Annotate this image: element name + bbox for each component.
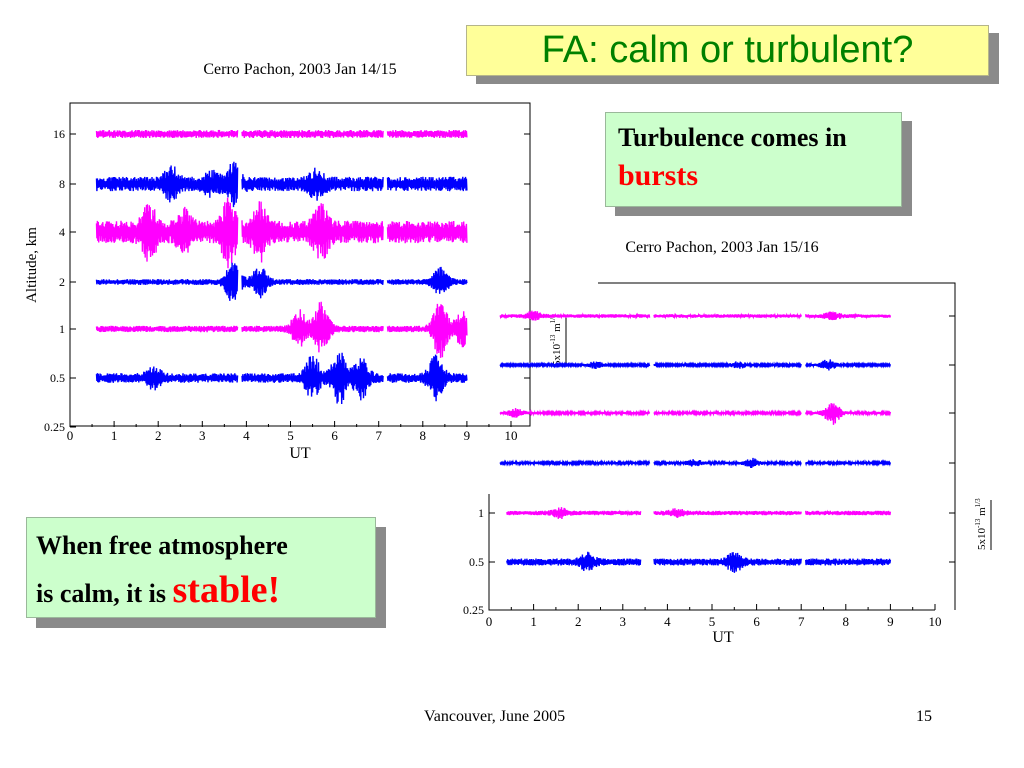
callout-bursts-text: Turbulence comes in xyxy=(618,123,847,152)
turbulence-trace xyxy=(805,509,892,516)
y-tick-label: 0.25 xyxy=(463,603,484,617)
x-tick-label: 2 xyxy=(155,428,162,443)
turbulence-trace xyxy=(95,161,239,208)
y-tick-label: 0.5 xyxy=(50,371,65,385)
chart2-scale-bar-upper: 5x10-13 m1/3 xyxy=(549,314,563,366)
x-tick-label: 3 xyxy=(620,614,627,629)
x-tick-label: 5 xyxy=(287,428,294,443)
chart1-plot-area xyxy=(69,102,531,427)
slide-title: FA: calm or turbulent? xyxy=(466,25,989,76)
x-tick-label: 6 xyxy=(753,614,760,629)
chart2-traces xyxy=(499,310,892,573)
turbulence-trace xyxy=(506,507,642,520)
x-tick-label: 7 xyxy=(375,428,382,443)
x-tick-label: 9 xyxy=(887,614,894,629)
turbulence-trace xyxy=(386,176,468,192)
svg-text:5x10-13 m1/3: 5x10-13 m1/3 xyxy=(549,314,563,366)
callout-stable-line2: is calm, it is stable! xyxy=(36,568,375,616)
turbulence-trace xyxy=(805,403,892,425)
callout-stable-line1: When free atmosphere xyxy=(36,531,288,560)
y-tick-label: 8 xyxy=(59,177,65,191)
callout-stable: When free atmosphere is calm, it is stab… xyxy=(26,517,376,618)
page-number: 15 xyxy=(916,708,932,725)
y-tick-label: 0.25 xyxy=(44,420,65,434)
chart2-title: Cerro Pachon, 2003 Jan 15/16 xyxy=(625,239,818,256)
x-tick-label: 0 xyxy=(67,428,74,443)
x-tick-label: 5 xyxy=(709,614,716,629)
y-tick-label: 1 xyxy=(59,322,65,336)
turbulence-trace xyxy=(241,201,384,263)
x-tick-label: 4 xyxy=(243,428,250,443)
chart1-title: Cerro Pachon, 2003 Jan 14/15 xyxy=(203,61,396,78)
callout-stable-line2-text: is calm, it is xyxy=(36,579,166,608)
y-tick-label: 4 xyxy=(59,225,65,239)
x-tick-label: 2 xyxy=(575,614,582,629)
x-tick-label: 1 xyxy=(111,428,118,443)
y-tick-label: 16 xyxy=(53,127,65,141)
turbulence-trace xyxy=(805,558,892,566)
x-tick-label: 1 xyxy=(530,614,537,629)
turbulence-trace xyxy=(653,508,802,518)
turbulence-trace xyxy=(805,311,892,321)
x-tick-label: 7 xyxy=(798,614,805,629)
y-tick-label: 2 xyxy=(59,275,65,289)
y-tick-label: 1 xyxy=(478,506,484,520)
y-tick-label: 0.5 xyxy=(469,555,484,569)
x-tick-label: 4 xyxy=(664,614,671,629)
x-tick-label: 0 xyxy=(486,614,493,629)
footer-left: Vancouver, June 2005 xyxy=(424,708,566,725)
chart1-traces xyxy=(95,129,468,405)
x-tick-label: 6 xyxy=(331,428,338,443)
slide-title-text: FA: calm or turbulent? xyxy=(541,29,914,71)
callout-bursts-highlight: bursts xyxy=(618,159,699,192)
turbulence-trace xyxy=(241,129,384,139)
chart1-ticks: 0 1 2 3 4 5 6 7 8 9 10 16 8 4 2 1 0.5 0.25 xyxy=(44,127,530,443)
x-tick-label: 8 xyxy=(843,614,850,629)
turbulence-trace xyxy=(653,552,802,573)
chart1-ylabel: Altitude, km xyxy=(24,227,40,303)
turbulence-trace xyxy=(95,197,239,269)
x-tick-label: 3 xyxy=(199,428,206,443)
turbulence-trace xyxy=(653,312,802,320)
x-tick-label: 10 xyxy=(929,614,942,629)
callout-stable-highlight: stable! xyxy=(172,569,281,611)
x-tick-label: 8 xyxy=(420,428,427,443)
svg-text:5x10-13 m1/3: 5x10-13 m1/3 xyxy=(974,498,988,550)
chart1-xlabel: UT xyxy=(289,445,311,462)
chart2-scale-bar-lower: 5x10-13 m1/3 xyxy=(974,498,988,550)
x-tick-label: 10 xyxy=(505,428,518,443)
turbulence-trace xyxy=(386,220,468,244)
callout-bursts: Turbulence comes in bursts xyxy=(605,112,902,207)
chart2-xlabel: UT xyxy=(712,629,734,646)
turbulence-trace xyxy=(506,551,642,572)
x-tick-label: 9 xyxy=(464,428,471,443)
chart2-ticks: 0 1 2 3 4 5 6 7 8 9 10 1 0.5 0.25 xyxy=(463,315,955,629)
